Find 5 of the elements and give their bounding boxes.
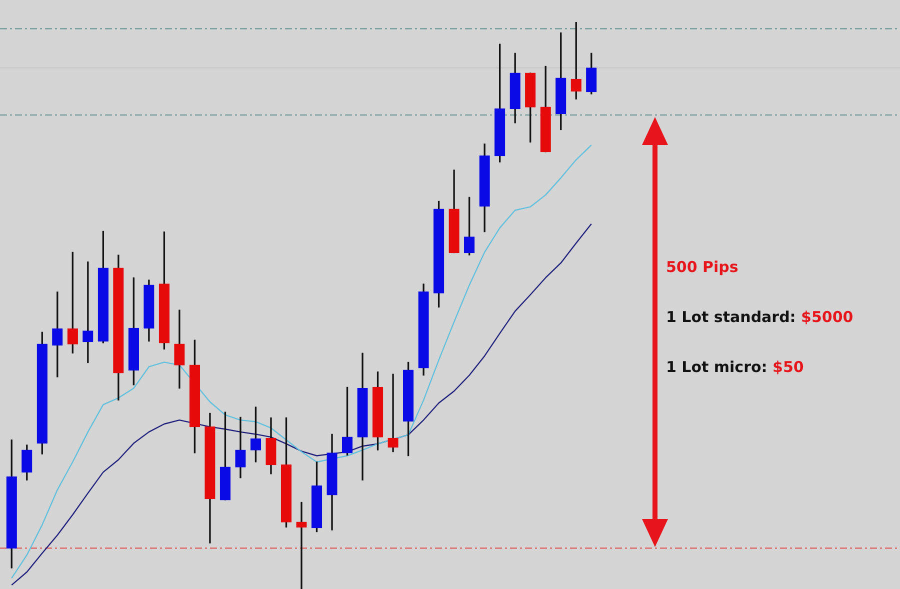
text: 1 Lot standard: $5000 [666, 308, 854, 326]
text: 500 Pips [666, 258, 738, 276]
candlestick [296, 502, 307, 589]
text: 1 Lot micro: $50 [666, 358, 804, 376]
candlestick [388, 374, 398, 452]
